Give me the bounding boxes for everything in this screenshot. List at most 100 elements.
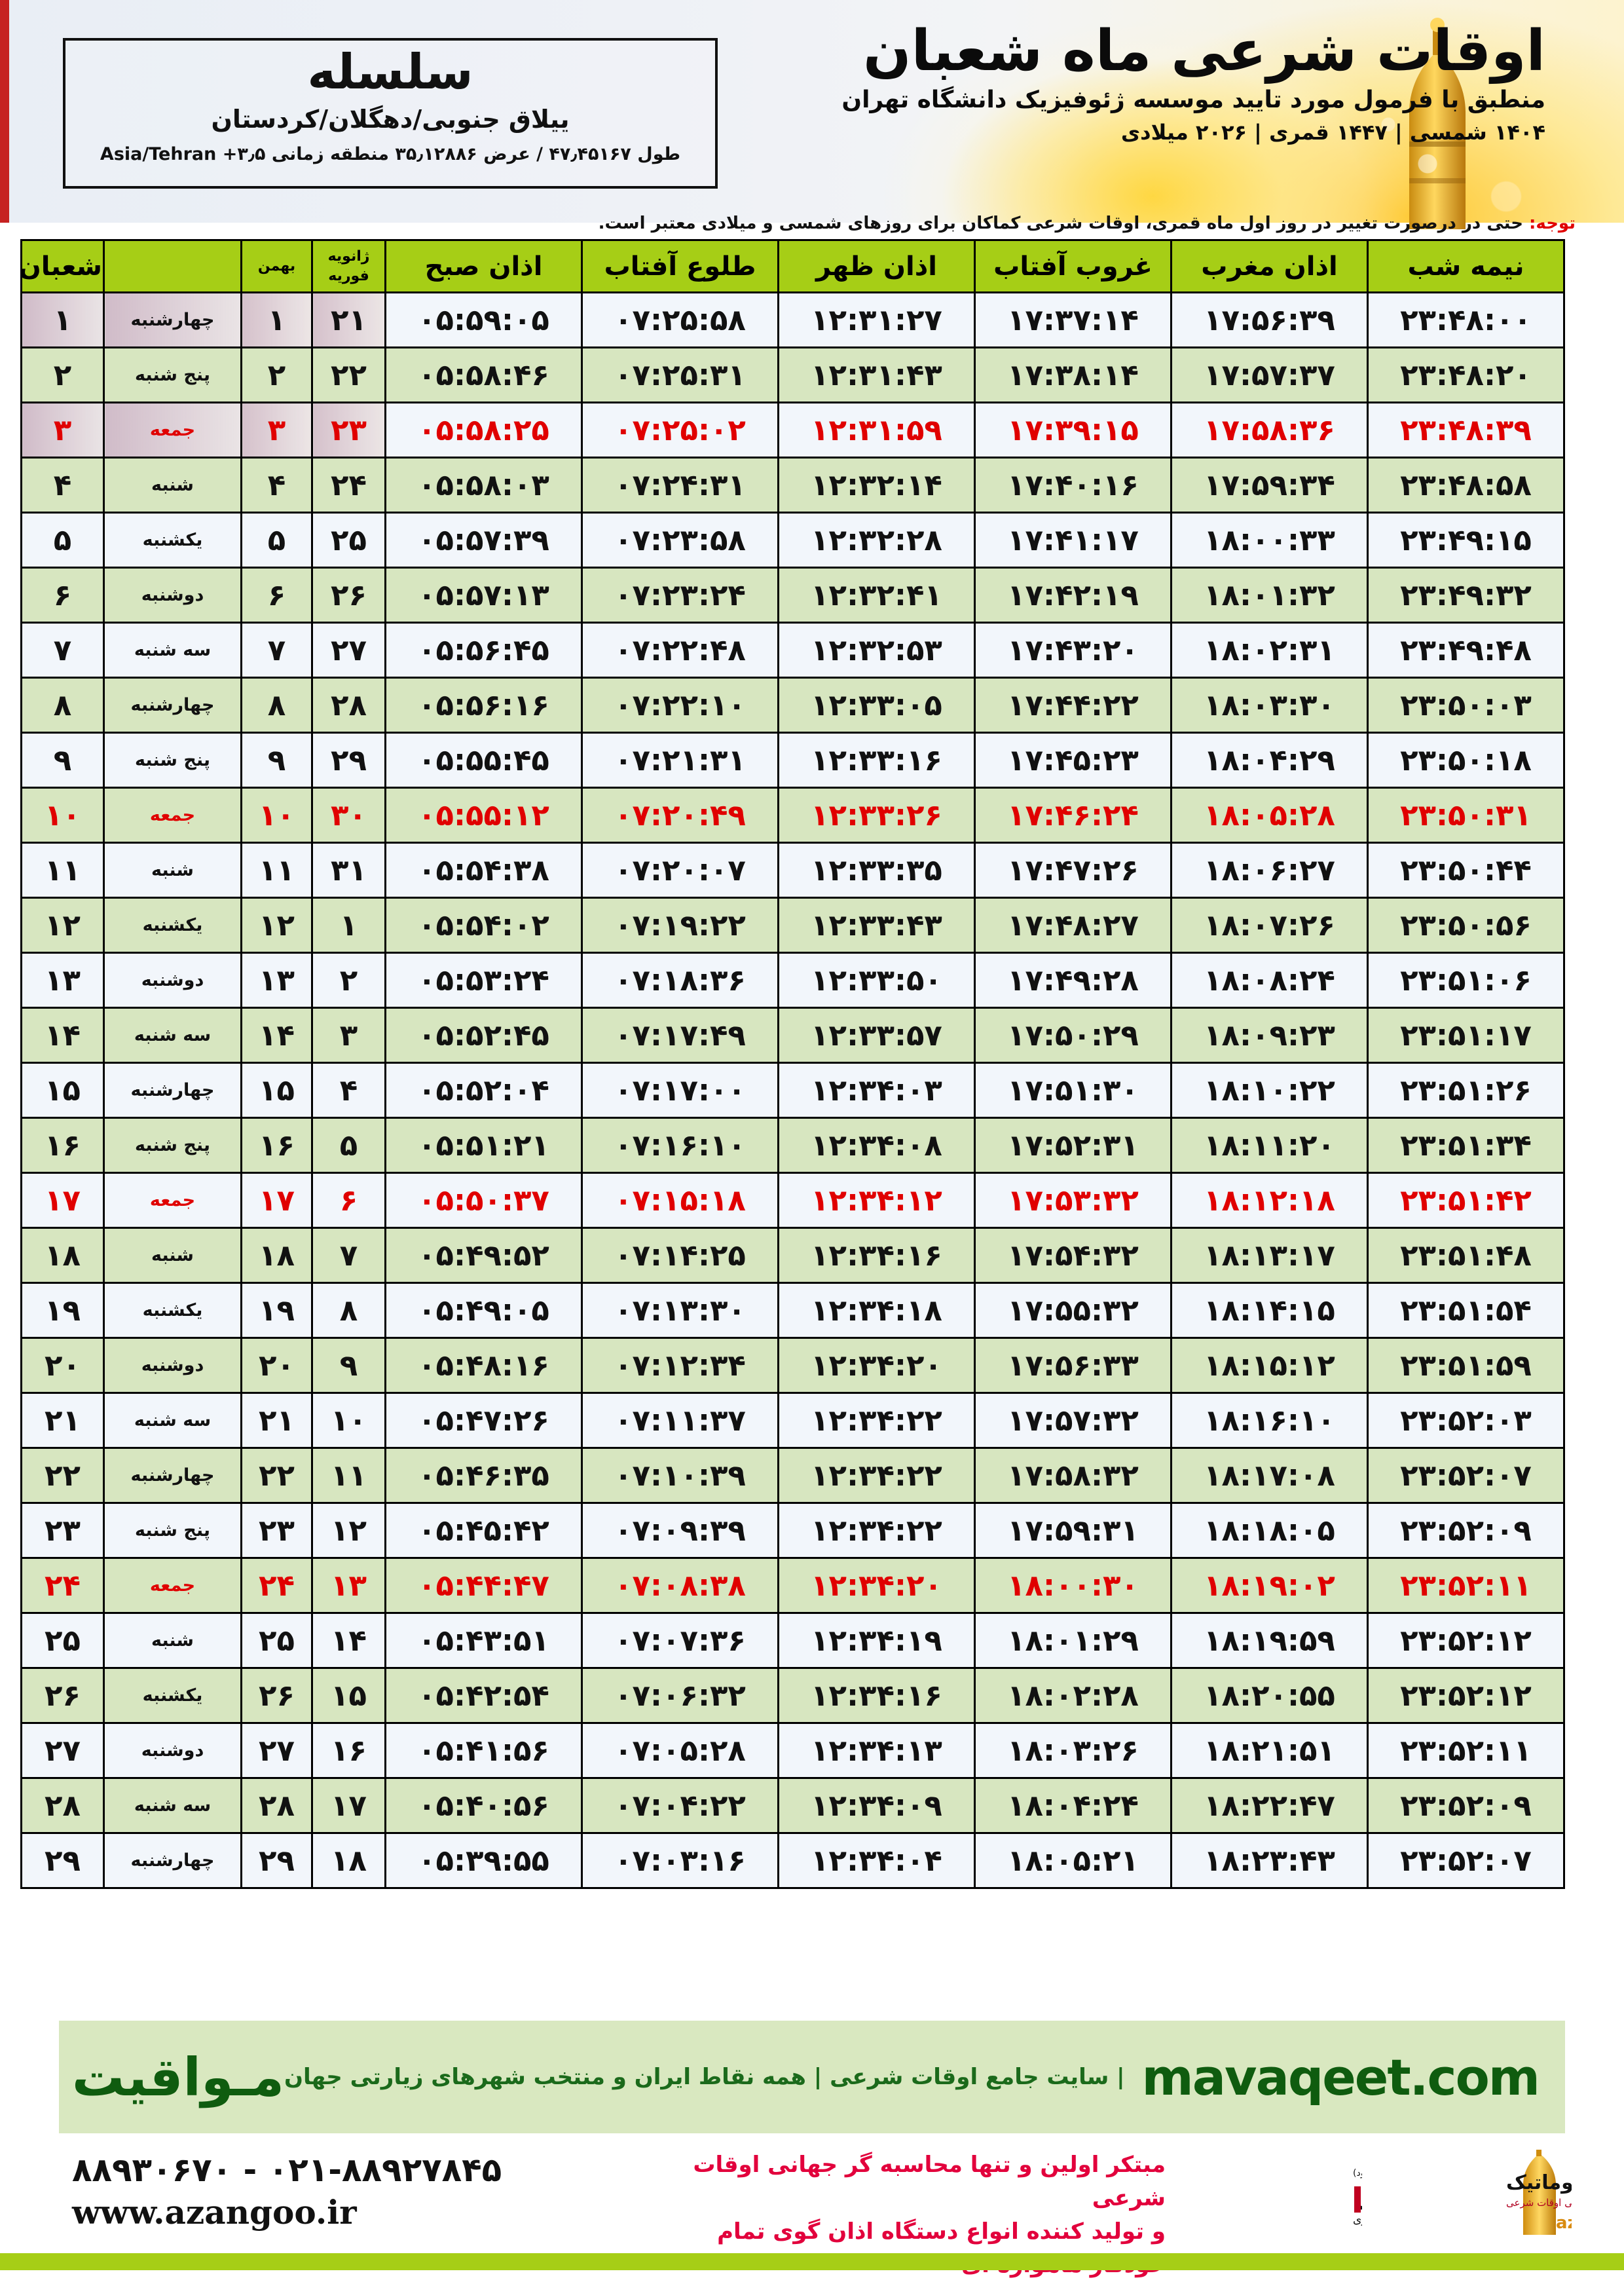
hijri-day-cell: ۲۵ (20, 1612, 105, 1669)
svg-text:azangoo: azangoo (1556, 2213, 1572, 2233)
maghrib-cell: ۱۸:۰۵:۲۸ (1170, 787, 1369, 844)
sunset-cell: ۱۷:۵۶:۳۳ (974, 1337, 1172, 1394)
weekday-cell: سه شنبه (103, 622, 242, 679)
table-body: ۲۳:۴۸:۰۰ ۱۷:۵۶:۳۹ ۱۷:۳۷:۱۴ ۱۲:۳۱:۲۷ ۰۷:۲۵:۵۸… (20, 291, 1565, 1889)
jalali-day-cell: ۱۰ (240, 787, 313, 844)
dhuhr-cell: ۱۲:۳۱:۵۹ (777, 402, 976, 458)
jalali-day-cell: ۲۶ (240, 1667, 313, 1724)
hijri-day-cell: ۱۱ (20, 842, 105, 899)
weekday-cell: شنبه (103, 842, 242, 899)
maghrib-cell: ۱۸:۰۲:۳۱ (1170, 622, 1369, 679)
maghrib-cell: ۱۸:۱۶:۱۰ (1170, 1392, 1369, 1449)
weekday-cell: پنج شنبه (103, 1117, 242, 1174)
location-info-box: سلسله ییلاق جنوبی/دهگلان/کردستان طول ۴۷٫… (63, 38, 718, 189)
gregorian-day-cell: ۲۱ (311, 291, 386, 348)
table-row: ۲۳:۵۱:۱۷ ۱۸:۰۹:۲۳ ۱۷:۵۰:۲۹ ۱۲:۳۳:۵۷ ۰۷:۱۷:۴۹… (20, 1007, 1565, 1064)
gregorian-day-cell: ۴ (311, 1062, 386, 1119)
jalali-day-cell: ۲۹ (240, 1832, 313, 1889)
weekday-cell: جمعه (103, 787, 242, 844)
sunrise-cell: ۰۷:۱۵:۱۸ (581, 1172, 779, 1229)
phone-numbers: ۰۲۱-۸۸۹۲۷۸۴۵ - ۸۸۹۳۰۶۷۰ (72, 2151, 502, 2189)
gregorian-day-cell: ۲۸ (311, 677, 386, 734)
dhuhr-cell: ۱۲:۳۳:۰۵ (777, 677, 976, 734)
fajr-cell: ۰۵:۴۴:۴۷ (384, 1557, 583, 1614)
hijri-day-cell: ۱۰ (20, 787, 105, 844)
website-url[interactable]: www.azangoo.ir (72, 2193, 357, 2232)
fajr-cell: ۰۵:۵۸:۴۶ (384, 346, 583, 403)
gregorian-day-cell: ۲ (311, 952, 386, 1009)
jalali-day-cell: ۳ (240, 402, 313, 458)
fajr-cell: ۰۵:۴۹:۰۵ (384, 1282, 583, 1339)
maghrib-cell: ۱۸:۲۳:۴۳ (1170, 1832, 1369, 1889)
slogan-line-2: و تولید کننده انواع دستگاه اذان گوی تمام… (717, 2218, 1166, 2278)
weekday-cell: چهارشنبه (103, 1832, 242, 1889)
dhuhr-cell: ۱۲:۳۴:۱۸ (777, 1282, 976, 1339)
midnight-cell: ۲۳:۵۰:۵۶ (1367, 897, 1565, 954)
sunrise-cell: ۰۷:۲۲:۱۰ (581, 677, 779, 734)
sunset-cell: ۱۷:۴۷:۲۶ (974, 842, 1172, 899)
weekday-cell: دوشنبه (103, 567, 242, 624)
maghrib-cell: ۱۸:۱۴:۱۵ (1170, 1282, 1369, 1339)
jalali-day-cell: ۲۲ (240, 1447, 313, 1504)
midnight-cell: ۲۳:۵۰:۳۱ (1367, 787, 1565, 844)
weekday-cell: یکشنبه (103, 1667, 242, 1724)
note-line: توجه: حتی در درصورت تغییر در روز اول ماه… (0, 214, 1624, 233)
sunset-cell: ۱۷:۵۱:۳۰ (974, 1062, 1172, 1119)
dhuhr-cell: ۱۲:۳۴:۱۳ (777, 1722, 976, 1779)
dhuhr-cell: ۱۲:۳۲:۲۸ (777, 512, 976, 569)
fajr-cell: ۰۵:۴۰:۵۶ (384, 1777, 583, 1834)
hijri-day-cell: ۶ (20, 567, 105, 624)
weekday-cell: یکشنبه (103, 897, 242, 954)
table-row: ۲۳:۴۹:۴۸ ۱۸:۰۲:۳۱ ۱۷:۴۳:۲۰ ۱۲:۳۲:۵۳ ۰۷:۲۲:۴۸… (20, 622, 1565, 679)
weekday-cell: پنج شنبه (103, 732, 242, 789)
table-row: ۲۳:۴۸:۰۰ ۱۷:۵۶:۳۹ ۱۷:۳۷:۱۴ ۱۲:۳۱:۲۷ ۰۷:۲۵:۵۸… (20, 291, 1565, 348)
svg-text:زربا خاوری: زربا خاوری (1353, 2213, 1362, 2226)
maghrib-cell: ۱۸:۲۲:۴۷ (1170, 1777, 1369, 1834)
col-header-weekday (103, 239, 242, 293)
gregorian-day-cell: ۲۷ (311, 622, 386, 679)
gregorian-day-cell: ۲۶ (311, 567, 386, 624)
dhuhr-cell: ۱۲:۳۳:۴۳ (777, 897, 976, 954)
hijri-day-cell: ۲۰ (20, 1337, 105, 1394)
sunrise-cell: ۰۷:۲۵:۳۱ (581, 346, 779, 403)
sunset-cell: ۱۷:۴۰:۱۶ (974, 457, 1172, 514)
hijri-day-cell: ۱۶ (20, 1117, 105, 1174)
sunrise-cell: ۰۷:۲۳:۵۸ (581, 512, 779, 569)
jalali-day-cell: ۱۱ (240, 842, 313, 899)
table-row: ۲۳:۵۰:۴۴ ۱۸:۰۶:۲۷ ۱۷:۴۷:۲۶ ۱۲:۳۳:۳۵ ۰۷:۲۰:۰۷… (20, 842, 1565, 899)
gregorian-day-cell: ۹ (311, 1337, 386, 1394)
fajr-cell: ۰۵:۵۸:۰۳ (384, 457, 583, 514)
midnight-cell: ۲۳:۵۰:۱۸ (1367, 732, 1565, 789)
fajr-cell: ۰۵:۵۰:۳۷ (384, 1172, 583, 1229)
gregorian-day-cell: ۶ (311, 1172, 386, 1229)
hijri-day-cell: ۱۷ (20, 1172, 105, 1229)
hijri-day-cell: ۴ (20, 457, 105, 514)
jalali-day-cell: ۱۲ (240, 897, 313, 954)
sunset-cell: ۱۷:۵۰:۲۹ (974, 1007, 1172, 1064)
maghrib-cell: ۱۸:۲۱:۵۱ (1170, 1722, 1369, 1779)
gregorian-day-cell: ۳ (311, 1007, 386, 1064)
gregorian-day-cell: ۷ (311, 1227, 386, 1284)
sunset-cell: ۱۸:۰۴:۲۴ (974, 1777, 1172, 1834)
gregorian-day-cell: ۲۲ (311, 346, 386, 403)
fajr-cell: ۰۵:۴۸:۱۶ (384, 1337, 583, 1394)
sunrise-cell: ۰۷:۱۹:۲۲ (581, 897, 779, 954)
midnight-cell: ۲۳:۵۲:۰۹ (1367, 1777, 1565, 1834)
col-header-gregorian: ژانویه فوریه (311, 239, 386, 293)
maghrib-cell: ۱۸:۱۹:۵۹ (1170, 1612, 1369, 1669)
maghrib-cell: ۱۷:۵۹:۳۴ (1170, 457, 1369, 514)
fajr-cell: ۰۵:۴۱:۵۶ (384, 1722, 583, 1779)
gregorian-day-cell: ۳۰ (311, 787, 386, 844)
footer-domain[interactable]: mavaqeet.com (1141, 2048, 1540, 2106)
fajr-cell: ۰۵:۵۴:۳۸ (384, 842, 583, 899)
jalali-day-cell: ۱ (240, 291, 313, 348)
jalali-day-cell: ۹ (240, 732, 313, 789)
dhuhr-cell: ۱۲:۳۴:۰۸ (777, 1117, 976, 1174)
fajr-cell: ۰۵:۵۶:۴۵ (384, 622, 583, 679)
sunrise-cell: ۰۷:۲۲:۴۸ (581, 622, 779, 679)
jalali-day-cell: ۱۵ (240, 1062, 313, 1119)
table-header-row: نیمه شب اذان مغرب غروب آفتاب اذان ظهر طل… (19, 239, 1565, 293)
dhuhr-cell: ۱۲:۳۴:۱۹ (777, 1612, 976, 1669)
gregorian-day-cell: ۱۶ (311, 1722, 386, 1779)
